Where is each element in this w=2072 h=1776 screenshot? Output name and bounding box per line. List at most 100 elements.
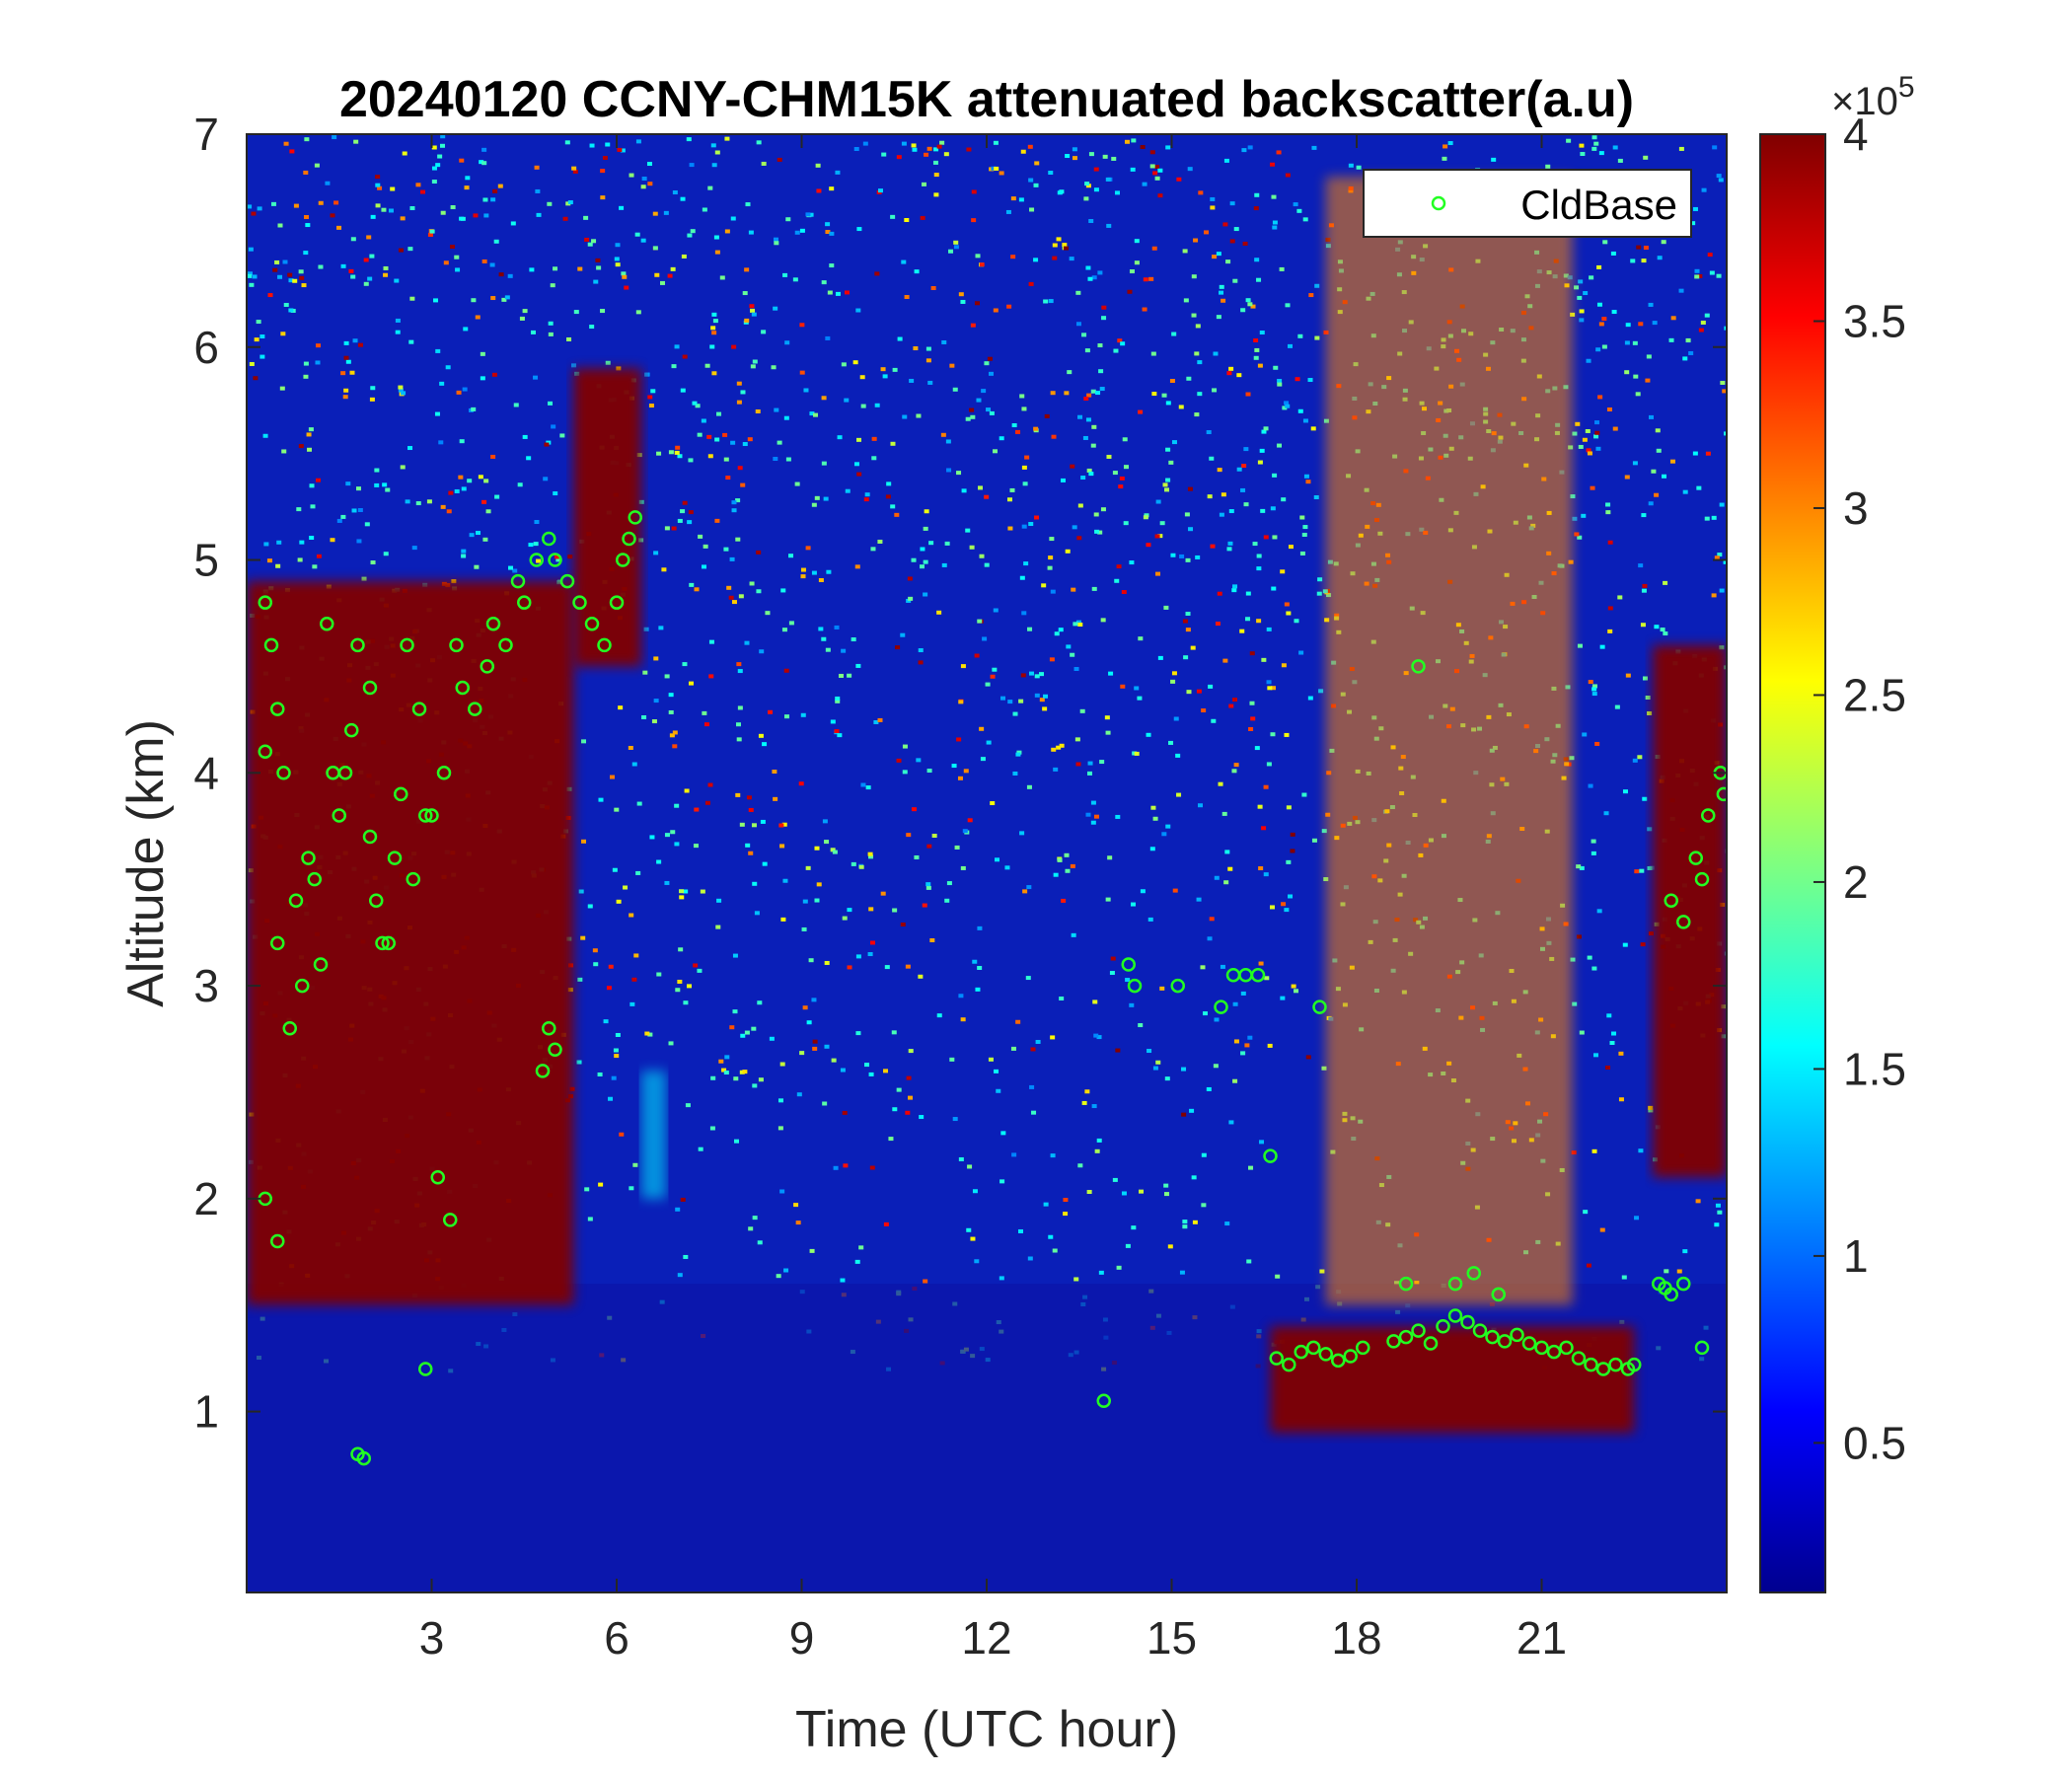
noise-pixel	[631, 977, 637, 982]
noise-pixel	[345, 359, 351, 364]
noise-pixel	[996, 1088, 1001, 1093]
noise-pixel	[1219, 284, 1224, 289]
noise-pixel	[1183, 655, 1189, 660]
noise-pixel	[1321, 1066, 1327, 1071]
noise-pixel	[1163, 1183, 1169, 1188]
noise-pixel	[1254, 347, 1260, 352]
noise-pixel	[1021, 407, 1027, 411]
noise-pixel	[1090, 820, 1096, 825]
noise-pixel	[709, 1126, 715, 1131]
chart-title: 20240120 CCNY-CHM15K attenuated backscat…	[339, 71, 1634, 128]
noise-pixel	[576, 1060, 582, 1065]
noise-pixel	[970, 414, 976, 419]
noise-pixel	[1030, 1047, 1036, 1052]
noise-pixel	[1161, 832, 1167, 837]
noise-pixel	[709, 344, 715, 349]
noise-pixel	[902, 744, 908, 749]
noise-pixel	[1245, 617, 1251, 622]
noise-pixel	[1121, 590, 1127, 595]
noise-pixel	[443, 260, 449, 265]
noise-pixel	[1185, 611, 1191, 616]
noise-pixel	[589, 143, 595, 148]
noise-pixel	[986, 740, 992, 745]
noise-pixel	[1051, 434, 1057, 439]
noise-pixel	[534, 165, 540, 170]
noise-pixel	[581, 739, 587, 744]
noise-pixel	[1229, 201, 1235, 206]
noise-pixel	[803, 388, 809, 393]
noise-pixel	[1652, 321, 1658, 326]
noise-pixel	[606, 986, 612, 991]
noise-pixel	[844, 290, 850, 295]
noise-pixel	[1023, 561, 1029, 566]
noise-pixel	[1591, 146, 1597, 151]
noise-pixel	[779, 1189, 785, 1194]
noise-pixel	[407, 247, 413, 252]
noise-pixel	[394, 278, 400, 283]
noise-pixel	[584, 1187, 590, 1192]
noise-pixel	[1314, 335, 1320, 340]
noise-pixel	[835, 291, 841, 296]
noise-pixel	[548, 321, 554, 326]
noise-pixel	[912, 147, 918, 152]
noise-pixel	[960, 299, 966, 304]
noise-pixel	[280, 332, 286, 336]
noise-pixel	[891, 1030, 897, 1035]
noise-pixel	[735, 722, 741, 727]
noise-pixel	[1090, 800, 1096, 805]
noise-pixel	[707, 454, 713, 459]
noise-pixel	[927, 380, 933, 385]
noise-pixel	[1052, 256, 1058, 260]
noise-pixel	[650, 389, 656, 394]
noise-pixel	[530, 330, 536, 334]
noise-pixel	[615, 1032, 621, 1037]
noise-pixel	[533, 542, 539, 547]
noise-pixel	[267, 293, 273, 298]
noise-pixel	[838, 673, 844, 678]
noise-pixel	[1070, 652, 1075, 657]
noise-pixel	[398, 388, 404, 393]
cldbase-point	[1497, 1334, 1513, 1349]
noise-pixel	[670, 266, 676, 271]
noise-pixel	[731, 344, 737, 349]
noise-pixel	[949, 1057, 955, 1062]
noise-pixel	[1201, 708, 1207, 713]
noise-pixel	[383, 552, 389, 556]
noise-pixel	[670, 830, 676, 835]
noise-pixel	[1583, 291, 1589, 296]
noise-pixel	[644, 1031, 650, 1036]
noise-pixel	[1233, 763, 1239, 768]
noise-pixel	[1155, 571, 1161, 576]
noise-pixel	[1216, 252, 1221, 257]
noise-pixel	[1085, 265, 1091, 270]
noise-pixel	[729, 1025, 735, 1030]
noise-pixel	[1591, 692, 1597, 697]
noise-pixel	[829, 231, 835, 236]
noise-pixel	[330, 213, 335, 218]
noise-pixel	[636, 801, 642, 806]
noise-pixel	[1028, 178, 1034, 183]
noise-pixel	[1247, 302, 1253, 307]
noise-pixel	[945, 439, 951, 444]
cldbase-point	[1559, 1340, 1574, 1356]
noise-pixel	[629, 1186, 634, 1191]
noise-pixel	[1007, 700, 1013, 704]
noise-pixel	[1147, 917, 1153, 922]
noise-pixel	[1226, 371, 1232, 376]
noise-pixel	[1583, 1210, 1589, 1215]
noise-pixel	[842, 916, 848, 921]
noise-pixel	[351, 508, 357, 513]
noise-pixel	[1609, 1040, 1615, 1045]
noise-pixel	[336, 225, 342, 230]
noise-pixel	[528, 543, 534, 548]
noise-pixel	[292, 278, 298, 283]
noise-pixel	[672, 730, 678, 735]
noise-pixel	[1280, 569, 1286, 574]
noise-pixel	[1227, 541, 1233, 546]
noise-pixel	[597, 1072, 603, 1076]
noise-pixel	[648, 404, 654, 408]
noise-pixel	[296, 507, 302, 512]
cldbase-point	[1127, 978, 1143, 994]
y-tick-label: 5	[193, 535, 219, 586]
noise-pixel	[1072, 156, 1077, 161]
